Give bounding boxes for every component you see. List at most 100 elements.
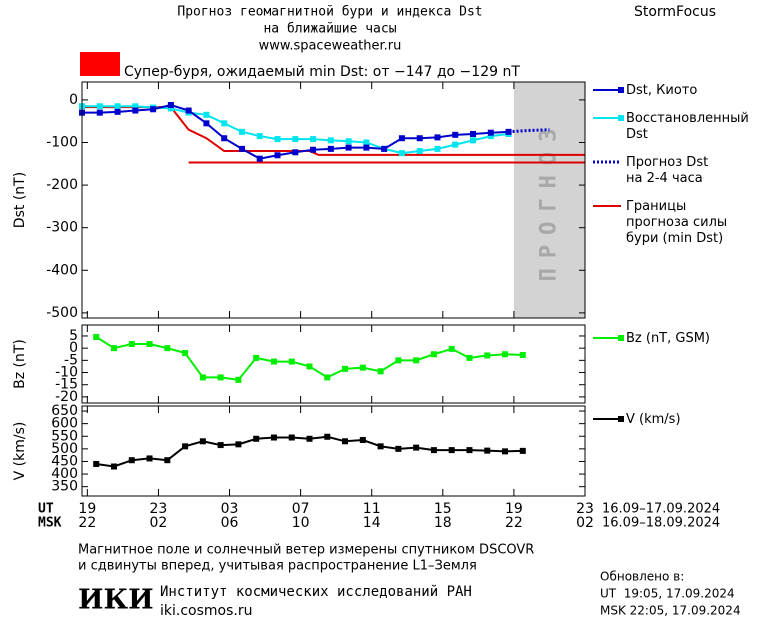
y-axis-label: V (km/s)	[12, 422, 28, 481]
y-tick-label: 550	[51, 428, 78, 444]
y-tick-label: -200	[46, 177, 78, 193]
data-point	[288, 434, 295, 441]
data-point	[274, 152, 281, 159]
x-tick-label: 11	[363, 501, 381, 517]
data-point	[235, 441, 242, 448]
data-point	[292, 149, 299, 156]
title: Прогноз геомагнитной бури и индекса Dst	[177, 5, 482, 20]
legend-label: Границы прогноза силы бури (min Dst)	[626, 199, 727, 246]
y-tick-label: 350	[51, 479, 78, 495]
data-point	[434, 145, 441, 152]
storm-indicator	[80, 52, 120, 76]
data-point	[185, 107, 192, 114]
data-point	[253, 435, 260, 442]
y-tick-label: 600	[51, 416, 78, 432]
ut-dates: 16.09–17.09.2024	[602, 502, 720, 517]
data-point	[448, 447, 455, 454]
data-point	[182, 350, 189, 357]
data-point	[203, 111, 210, 118]
data-point	[203, 120, 210, 127]
data-point	[96, 109, 103, 116]
data-point	[484, 447, 491, 454]
data-point	[342, 438, 349, 445]
data-point	[288, 358, 295, 365]
data-point	[381, 145, 388, 152]
data-point	[146, 341, 153, 348]
data-point	[377, 443, 384, 450]
x-tick-label: 07	[292, 501, 310, 517]
data-point	[164, 457, 171, 464]
brand: StormFocus	[634, 4, 716, 20]
y-tick-label: 0	[69, 340, 78, 356]
updated-ut: UT 19:05, 17.09.2024	[600, 587, 735, 601]
data-point	[167, 102, 174, 109]
updated: Обновлено в:	[600, 570, 684, 584]
data-point	[238, 128, 245, 135]
y-axis-label: Dst (nT)	[12, 172, 28, 228]
data-point	[398, 150, 405, 157]
data-point	[310, 136, 317, 143]
x-tick-label-msk: 02	[150, 515, 168, 531]
msk-dates: 16.09–18.09.2024	[602, 516, 720, 531]
data-point	[306, 363, 313, 370]
data-point	[132, 103, 139, 110]
y-tick-label: -100	[46, 134, 78, 150]
data-point	[327, 137, 334, 144]
data-point	[221, 135, 228, 142]
data-point	[413, 357, 420, 364]
data-point	[253, 354, 260, 361]
data-point	[182, 443, 189, 450]
legend-label: Восстановленный Dst	[626, 111, 749, 142]
legend-marker	[618, 87, 624, 93]
data-point	[430, 447, 437, 454]
x-tick-label-msk: 02	[576, 515, 594, 531]
data-point	[470, 130, 477, 137]
updated-msk: MSK 22:05, 17.09.2024	[600, 604, 741, 618]
data-point	[434, 134, 441, 141]
x-tick-label-msk: 22	[505, 515, 523, 531]
data-point	[363, 144, 370, 151]
legend-marker	[618, 335, 624, 341]
data-point	[416, 135, 423, 142]
legend-marker	[618, 115, 624, 121]
plot-frame	[81, 405, 586, 497]
data-point	[164, 345, 171, 352]
data-point	[110, 345, 117, 352]
data-point	[128, 457, 135, 464]
plot-frame	[81, 81, 586, 319]
series-line	[508, 128, 550, 134]
y-tick-label: -5	[64, 352, 78, 368]
data-point	[359, 437, 366, 444]
data-point	[430, 351, 437, 358]
forecast-band	[513, 82, 585, 318]
data-point	[93, 460, 100, 467]
plot-frame	[81, 324, 586, 404]
y-tick-label: -400	[46, 262, 78, 278]
data-point	[217, 374, 224, 381]
x-tick-label: 03	[221, 501, 239, 517]
data-point	[324, 433, 331, 440]
data-point	[114, 103, 121, 110]
data-point	[274, 136, 281, 143]
x-tick-label-msk: 14	[363, 515, 381, 531]
x-tick-label-msk: 10	[292, 515, 310, 531]
data-point	[128, 341, 135, 348]
data-point	[292, 136, 299, 143]
data-point	[235, 376, 242, 383]
footer-note: и сдвинуты вперед, учитывая распростране…	[78, 559, 477, 574]
data-point	[398, 135, 405, 142]
legend-marker	[618, 416, 624, 422]
data-point	[487, 133, 494, 140]
data-point	[519, 447, 526, 454]
data-point	[221, 120, 228, 127]
data-point	[448, 345, 455, 352]
data-point	[452, 141, 459, 148]
data-point	[310, 146, 317, 153]
data-point	[256, 155, 263, 162]
data-point	[270, 434, 277, 441]
data-point	[466, 354, 473, 361]
data-point	[363, 139, 370, 146]
data-point	[150, 106, 157, 113]
forecast-label: ПРОГНОЗ	[536, 119, 561, 282]
